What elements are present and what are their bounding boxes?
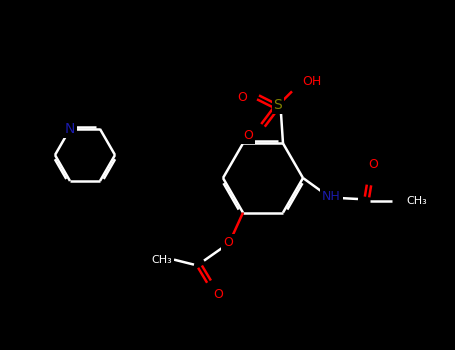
Text: CH₃: CH₃ bbox=[152, 255, 172, 265]
Text: N: N bbox=[65, 122, 75, 136]
Text: O: O bbox=[213, 288, 223, 301]
Text: OH: OH bbox=[302, 75, 321, 88]
Text: O: O bbox=[368, 159, 378, 172]
Text: S: S bbox=[273, 98, 283, 112]
Text: O: O bbox=[237, 91, 247, 104]
Text: CH₃: CH₃ bbox=[406, 196, 427, 206]
Text: O: O bbox=[243, 129, 253, 142]
Text: O: O bbox=[223, 236, 233, 249]
Text: NH: NH bbox=[322, 189, 340, 203]
